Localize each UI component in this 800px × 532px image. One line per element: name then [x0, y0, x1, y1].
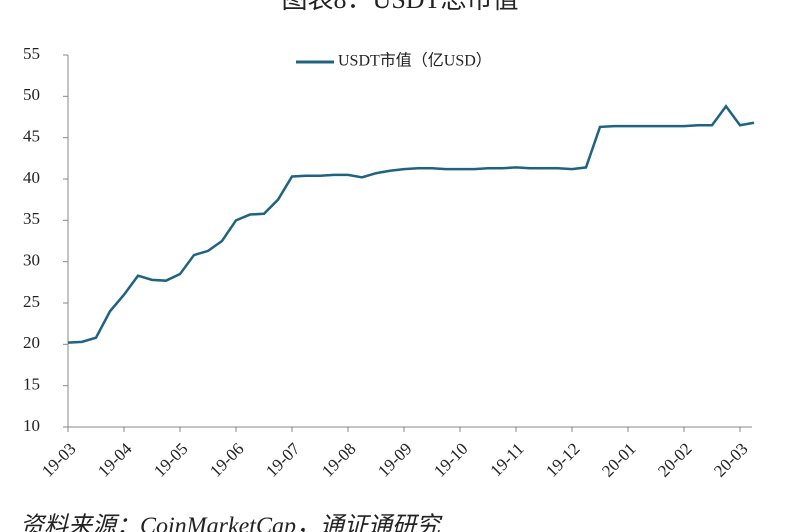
- y-tick-label: 15: [23, 375, 40, 394]
- y-tick-label: 10: [23, 416, 40, 435]
- source-note: 资料来源：CoinMarketCap，通证通研究: [20, 513, 443, 532]
- x-tick-label: 19-05: [150, 439, 191, 480]
- y-tick-label: 40: [23, 168, 40, 187]
- x-tick-label: 20-02: [654, 439, 695, 480]
- x-tick-label: 19-09: [374, 439, 415, 480]
- y-tick-label: 45: [23, 127, 40, 146]
- x-tick-label: 20-03: [710, 439, 751, 480]
- y-tick-label: 55: [23, 44, 40, 63]
- x-tick-label: 19-12: [542, 439, 583, 480]
- chart-title: 图表8：USDT总市值: [282, 0, 519, 14]
- y-tick-label: 50: [23, 85, 40, 104]
- x-tick-label: 19-06: [206, 439, 247, 480]
- x-tick-label: 19-03: [38, 439, 79, 480]
- y-tick-label: 25: [23, 292, 40, 311]
- y-tick-label: 35: [23, 209, 40, 228]
- x-tick-label: 19-10: [430, 439, 471, 480]
- x-tick-label: 20-01: [598, 439, 639, 480]
- y-tick-label: 20: [23, 333, 40, 352]
- x-tick-label: 19-04: [94, 439, 136, 481]
- x-tick-label: 19-11: [487, 439, 528, 480]
- legend-label: USDT市值（亿USD）: [338, 52, 492, 70]
- series-line: [67, 104, 755, 344]
- y-tick-label: 30: [23, 251, 40, 270]
- x-tick-label: 19-08: [318, 439, 359, 480]
- x-tick-label: 19-07: [262, 439, 304, 481]
